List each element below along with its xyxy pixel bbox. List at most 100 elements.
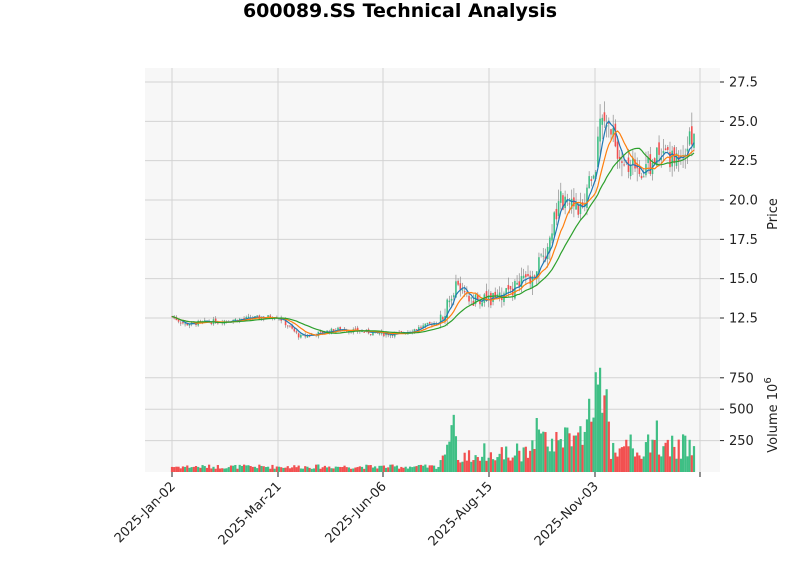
- volume-bar: [424, 464, 427, 472]
- volume-bar: [472, 460, 475, 472]
- volume-bar: [496, 457, 499, 472]
- candle: [494, 287, 497, 300]
- volume-bar: [238, 464, 241, 472]
- candle: [669, 141, 671, 172]
- volume-bar: [181, 466, 185, 472]
- volume-bar: [334, 466, 337, 472]
- volume-panel: [145, 357, 720, 472]
- volume-bar: [358, 466, 361, 472]
- candle: [295, 329, 298, 335]
- volume-bar: [245, 465, 248, 472]
- volume-bar: [522, 447, 525, 472]
- candle: [559, 182, 562, 210]
- candle: [555, 202, 558, 226]
- volume-bar: [647, 434, 650, 472]
- volume-bar: [518, 450, 521, 472]
- candle: [603, 101, 606, 129]
- volume-bar: [511, 457, 514, 472]
- candle: [529, 270, 531, 289]
- candle: [549, 235, 551, 261]
- volume-bar: [227, 467, 230, 472]
- volume-bar: [553, 451, 556, 472]
- candle: [666, 145, 669, 153]
- candle: [182, 321, 184, 325]
- candle: [457, 278, 459, 287]
- volume-bar: [371, 467, 375, 472]
- volume-bar: [450, 425, 453, 472]
- price-tick-label: 17.5: [729, 233, 758, 248]
- volume-bar: [432, 465, 436, 472]
- volume-bar: [679, 458, 682, 472]
- candle: [686, 136, 689, 165]
- volume-bar: [395, 465, 399, 472]
- volume-bar: [548, 451, 551, 472]
- volume-bar: [441, 455, 444, 472]
- volume-bar: [293, 465, 296, 472]
- volume-bar: [197, 466, 200, 472]
- candle: [179, 320, 182, 326]
- volume-bar: [356, 467, 359, 472]
- volume-bar: [644, 442, 648, 472]
- price-tick-label: 20.0: [729, 194, 758, 209]
- volume-bar: [483, 443, 486, 472]
- candle: [525, 271, 527, 286]
- volume-bar: [540, 433, 543, 472]
- candle: [286, 325, 289, 329]
- candle: [516, 275, 518, 285]
- volume-bar: [282, 467, 285, 472]
- volume-bar: [513, 455, 517, 472]
- volume-bar: [417, 465, 420, 472]
- volume-bar: [428, 465, 431, 472]
- volume-bar: [636, 452, 639, 472]
- volume-bar: [692, 446, 696, 472]
- volume-bar: [404, 466, 407, 472]
- candle: [505, 287, 507, 297]
- candle: [597, 126, 599, 168]
- volume-bar: [267, 466, 270, 472]
- candle: [664, 144, 667, 151]
- volume-bar: [242, 464, 246, 472]
- volume-bar: [382, 465, 385, 472]
- volume-bar: [470, 461, 473, 472]
- volume-bar: [393, 466, 396, 472]
- volume-bar: [201, 465, 204, 472]
- ma-slow-line: [171, 147, 695, 334]
- volume-bar: [557, 440, 560, 472]
- volume-bar: [203, 466, 206, 472]
- candle: [586, 184, 588, 216]
- volume-bar: [620, 447, 624, 472]
- candle: [656, 147, 658, 167]
- x-tick-label: 2025-Mar-21: [216, 479, 285, 548]
- volume-bar: [568, 433, 571, 472]
- volume-bar: [520, 461, 523, 472]
- volume-bar: [419, 464, 423, 472]
- candle: [599, 104, 601, 155]
- volume-bar: [218, 468, 222, 472]
- candle: [551, 224, 553, 244]
- volume-bar: [376, 468, 379, 472]
- volume-bar: [315, 464, 318, 472]
- volume-bar: [435, 468, 438, 472]
- volume-bar: [299, 468, 302, 472]
- volume-bar: [406, 468, 409, 472]
- volume-bar: [312, 468, 316, 472]
- volume-bar: [408, 466, 412, 472]
- candle: [616, 135, 619, 169]
- price-tick-label: 25.0: [729, 115, 758, 130]
- volume-bar: [566, 427, 569, 472]
- candle: [579, 192, 582, 221]
- volume-bar: [286, 466, 289, 472]
- volume-bar: [550, 438, 554, 472]
- candle: [691, 112, 693, 157]
- volume-bar: [476, 457, 479, 472]
- volume-bar: [208, 464, 211, 472]
- volume-bar: [363, 468, 366, 472]
- price-axis-label: Price: [766, 198, 781, 230]
- volume-bar: [301, 468, 305, 472]
- volume-bar: [452, 414, 455, 472]
- volume-bar: [170, 466, 174, 472]
- volume-bar: [638, 455, 641, 472]
- candle: [688, 127, 691, 147]
- volume-bar: [592, 417, 595, 472]
- volume-bar: [529, 450, 532, 472]
